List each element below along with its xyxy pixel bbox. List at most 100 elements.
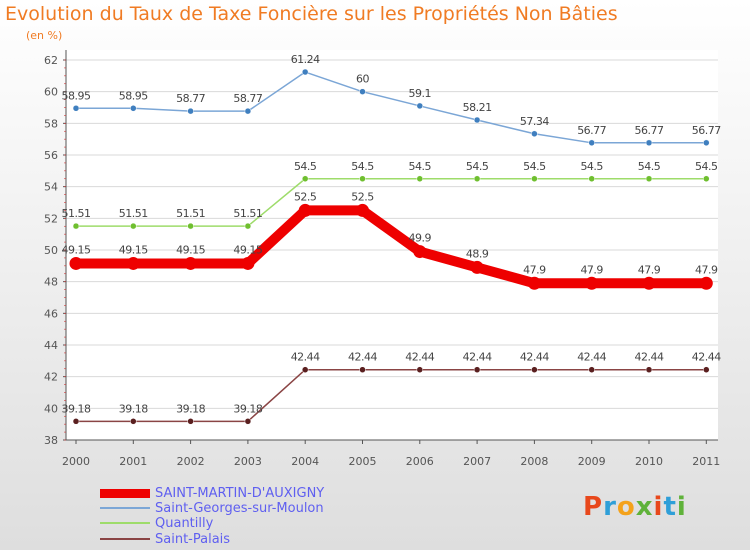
proxiti-logo: Proxiti — [583, 492, 687, 522]
data-point-saint-palais — [531, 366, 538, 373]
data-label-saint-martin-d-auxigny: 47.9 — [580, 263, 603, 276]
data-point-saint-georges-sur-moulon — [72, 105, 80, 112]
data-label-saint-martin-d-auxigny: 49.9 — [409, 232, 432, 245]
data-label-saint-martin-d-auxigny: 47.9 — [523, 263, 546, 276]
data-label-saint-georges-sur-moulon: 61.24 — [291, 53, 320, 66]
legend-item: Saint-Georges-sur-Moulon — [100, 500, 324, 516]
data-point-saint-palais — [301, 366, 309, 373]
plot-area — [66, 50, 718, 440]
data-point-saint-georges-sur-moulon — [588, 139, 595, 147]
data-point-saint-georges-sur-moulon — [531, 130, 538, 138]
data-label-saint-palais: 42.44 — [635, 351, 664, 364]
legend-label: Saint-Palais — [155, 531, 231, 547]
data-label-saint-palais: 42.44 — [405, 351, 434, 364]
logo-letter: i — [653, 492, 664, 522]
data-label-saint-georges-sur-moulon: 58.95 — [62, 89, 91, 102]
data-point-quantilly — [703, 175, 710, 182]
y-tick-label: 40 — [44, 402, 58, 415]
data-label-saint-palais: 42.44 — [520, 351, 549, 364]
data-label-saint-palais: 39.18 — [233, 402, 262, 415]
data-point-quantilly — [72, 222, 80, 230]
data-label-saint-georges-sur-moulon: 58.21 — [463, 101, 492, 114]
data-point-quantilly — [531, 175, 538, 182]
x-tick-label: 2007 — [463, 455, 491, 468]
y-tick-label: 50 — [44, 244, 58, 257]
data-label-saint-martin-d-auxigny: 52.5 — [294, 190, 317, 203]
data-point-saint-georges-sur-moulon — [416, 102, 424, 110]
data-label-saint-georges-sur-moulon: 58.95 — [119, 89, 148, 102]
data-label-quantilly: 54.5 — [580, 160, 603, 173]
data-label-saint-martin-d-auxigny: 48.9 — [466, 247, 489, 260]
data-label-saint-palais: 42.44 — [577, 351, 606, 364]
x-tick-label: 2009 — [578, 455, 606, 468]
y-tick-label: 60 — [44, 86, 58, 99]
legend-swatch — [100, 522, 150, 524]
data-point-saint-martin-d-auxigny — [126, 256, 140, 270]
legend-label: Quantilly — [155, 515, 214, 531]
data-point-saint-georges-sur-moulon — [703, 139, 710, 147]
logo-letter: o — [616, 492, 636, 522]
x-tick-label: 2002 — [177, 455, 205, 468]
data-point-saint-palais — [588, 366, 595, 373]
data-point-quantilly — [473, 175, 481, 182]
series-line-saint-martin-d-auxigny — [76, 205, 707, 289]
data-point-saint-georges-sur-moulon — [473, 116, 481, 124]
data-point-saint-martin-d-auxigny — [527, 276, 541, 290]
y-tick-label: 42 — [44, 371, 58, 384]
data-point-saint-georges-sur-moulon — [645, 139, 653, 147]
data-point-quantilly — [301, 175, 309, 182]
data-label-saint-palais: 39.18 — [176, 402, 205, 415]
data-point-saint-martin-d-auxigny — [413, 245, 427, 259]
data-point-saint-georges-sur-moulon — [301, 68, 309, 76]
data-point-saint-palais — [473, 366, 481, 373]
data-point-quantilly — [359, 175, 366, 182]
legend-swatch — [100, 488, 150, 498]
logo-letter: x — [635, 492, 654, 522]
data-label-quantilly: 54.5 — [638, 160, 661, 173]
data-label-quantilly: 54.5 — [695, 160, 718, 173]
data-point-saint-martin-d-auxigny — [69, 256, 83, 270]
data-point-saint-georges-sur-moulon — [130, 105, 137, 112]
data-label-quantilly: 51.51 — [233, 207, 262, 220]
data-point-quantilly — [187, 222, 194, 230]
data-label-saint-martin-d-auxigny: 49.15 — [119, 243, 148, 256]
data-point-saint-palais — [244, 418, 252, 425]
series-line-quantilly — [76, 178, 707, 227]
data-label-quantilly: 51.51 — [119, 207, 148, 220]
y-tick-label: 48 — [44, 276, 58, 289]
y-axis-unit-label: (en %) — [26, 29, 63, 42]
data-point-quantilly — [645, 175, 653, 182]
y-tick-label: 62 — [44, 54, 58, 67]
data-point-saint-martin-d-auxigny — [470, 260, 484, 274]
data-label-saint-georges-sur-moulon: 57.34 — [520, 115, 549, 128]
legend-item: Saint-Palais — [100, 531, 230, 547]
legend-label: Saint-Georges-sur-Moulon — [155, 500, 324, 516]
y-tick-label: 44 — [44, 339, 58, 352]
data-label-saint-georges-sur-moulon: 58.77 — [176, 92, 205, 105]
y-tick-label: 52 — [44, 212, 58, 225]
data-label-saint-martin-d-auxigny: 49.15 — [62, 243, 91, 256]
y-tick-label: 58 — [44, 117, 58, 130]
data-label-quantilly: 54.5 — [409, 160, 432, 173]
data-label-saint-martin-d-auxigny: 47.9 — [695, 263, 718, 276]
x-tick-label: 2003 — [234, 455, 262, 468]
y-tick-label: 54 — [44, 181, 58, 194]
data-point-quantilly — [588, 175, 595, 182]
x-tick-label: 2008 — [520, 455, 548, 468]
data-label-saint-georges-sur-moulon: 56.77 — [635, 124, 664, 137]
legend-item: Quantilly — [100, 515, 213, 531]
data-point-saint-palais — [645, 366, 653, 373]
data-point-saint-palais — [130, 418, 137, 425]
data-label-saint-palais: 39.18 — [62, 402, 91, 415]
data-point-saint-palais — [72, 418, 80, 425]
x-tick-label: 2004 — [291, 455, 319, 468]
x-tick-label: 2006 — [406, 455, 434, 468]
data-label-quantilly: 54.5 — [351, 160, 374, 173]
x-tick-label: 2000 — [62, 455, 90, 468]
logo-letter: i — [676, 492, 687, 522]
data-point-saint-martin-d-auxigny — [241, 256, 255, 270]
legend-swatch — [100, 538, 150, 540]
x-tick-label: 2005 — [349, 455, 377, 468]
data-label-saint-palais: 42.44 — [692, 351, 721, 364]
